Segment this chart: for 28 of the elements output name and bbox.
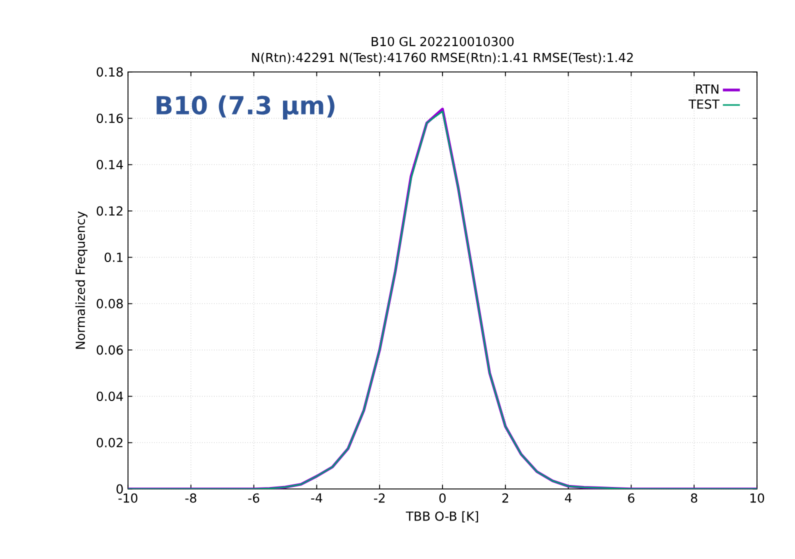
y-tick-label: 0.08	[96, 298, 123, 308]
legend-label: TEST	[688, 99, 720, 109]
y-tick-label: 0.18	[96, 67, 123, 77]
y-axis-title: Normalized Frequency	[75, 211, 88, 349]
chart-subtitle: N(Rtn):42291 N(Test):41760 RMSE(Rtn):1.41 RMSE(Test):1.42	[252, 52, 633, 64]
x-tick-label: -8	[185, 493, 196, 503]
x-tick-label: 2	[502, 493, 508, 503]
x-tick-label: -10	[118, 493, 138, 503]
y-tick-label: 0.04	[96, 392, 123, 402]
y-tick-label: 0.16	[96, 114, 123, 124]
x-tick-label: 10	[750, 493, 764, 503]
y-tick-label: 0.1	[104, 252, 123, 262]
y-tick-label: 0	[116, 484, 123, 494]
x-tick-label: 0	[439, 493, 446, 503]
y-tick-label: 0.06	[96, 345, 123, 355]
y-tick-label: 0.14	[96, 160, 123, 170]
x-tick-label: -6	[248, 493, 260, 503]
y-tick-label: 0.12	[96, 206, 122, 216]
x-tick-label: -2	[374, 493, 385, 503]
x-axis-title: TBB O-B [K]	[406, 511, 478, 522]
x-tick-label: -4	[311, 493, 322, 502]
y-tick-label: 0.02	[96, 438, 122, 448]
x-tick-label: 4	[564, 493, 572, 502]
x-tick-label: 6	[628, 493, 634, 503]
x-tick-label: 8	[690, 493, 698, 503]
annotation: B10 (7.3 μm)	[156, 95, 334, 120]
legend-label: RTN	[696, 84, 718, 94]
chart-title: B10 GL 202210010300	[372, 36, 514, 46]
